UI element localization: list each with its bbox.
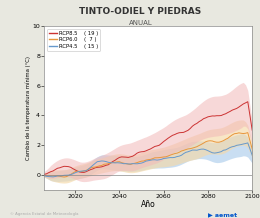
Text: TINTO-ODIEL Y PIEDRAS: TINTO-ODIEL Y PIEDRAS <box>79 7 202 15</box>
X-axis label: Año: Año <box>141 200 155 209</box>
Y-axis label: Cambio de la temperatura mínima (°C): Cambio de la temperatura mínima (°C) <box>25 56 31 160</box>
Text: ANUAL: ANUAL <box>128 20 152 26</box>
Legend: RCP8.5    ( 19 ), RCP6.0    (  7 ), RCP4.5    ( 15 ): RCP8.5 ( 19 ), RCP6.0 ( 7 ), RCP4.5 ( 15… <box>47 29 100 51</box>
Text: © Agencia Estatal de Meteorología: © Agencia Estatal de Meteorología <box>10 212 79 216</box>
Text: ▶ aemet: ▶ aemet <box>208 212 237 217</box>
